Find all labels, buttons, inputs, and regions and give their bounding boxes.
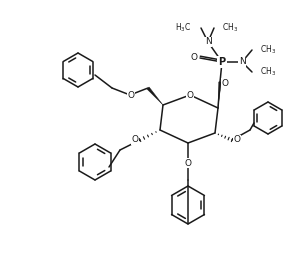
Text: O: O — [132, 135, 139, 145]
Text: H$_3$C: H$_3$C — [175, 22, 191, 34]
Polygon shape — [218, 82, 221, 108]
Text: CH$_3$: CH$_3$ — [222, 22, 238, 34]
Text: O: O — [187, 90, 193, 100]
Text: N: N — [205, 37, 211, 46]
Text: CH$_3$: CH$_3$ — [260, 44, 276, 56]
Text: P: P — [218, 57, 225, 67]
Text: O: O — [128, 90, 135, 100]
Text: O: O — [233, 135, 241, 145]
Text: N: N — [239, 57, 245, 67]
Text: O: O — [221, 79, 229, 88]
Polygon shape — [147, 87, 163, 105]
Text: CH$_3$: CH$_3$ — [260, 66, 276, 78]
Text: O: O — [191, 53, 197, 63]
Text: O: O — [184, 159, 192, 167]
